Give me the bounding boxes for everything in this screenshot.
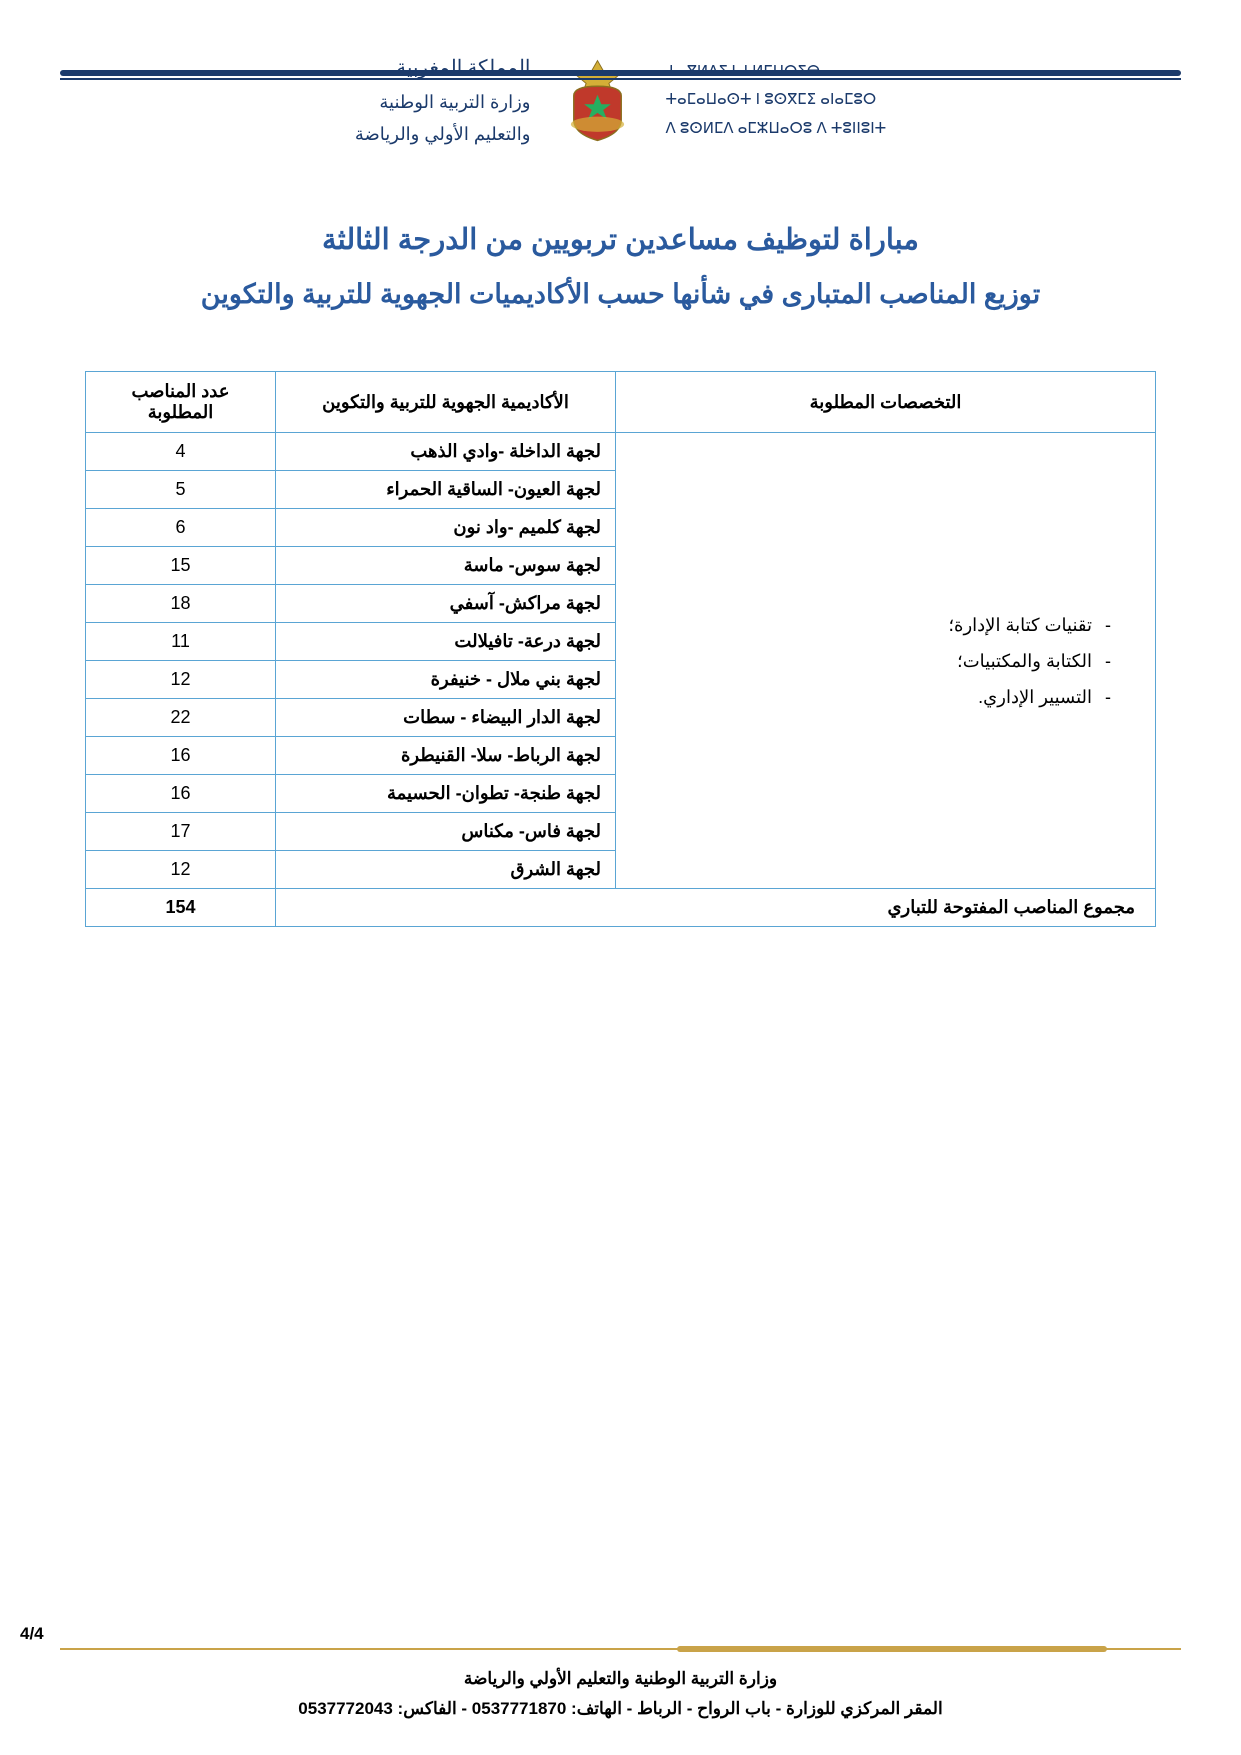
footer-line-1: وزارة التربية الوطنية والتعليم الأولي وا…	[60, 1664, 1181, 1695]
footer-line-2: المقر المركزي للوزارة - باب الرواح - الر…	[60, 1694, 1181, 1725]
page-title: مباراة لتوظيف مساعدين تربويين من الدرجة …	[60, 216, 1181, 265]
spec-item: التسيير الإداري.	[630, 679, 1111, 715]
arabic-line-1: المملكة المغربية	[355, 50, 531, 86]
academy-cell: لجهة درعة- تافيلالت	[276, 623, 616, 661]
spec-item: تقنيات كتابة الإدارة؛	[630, 607, 1111, 643]
academy-cell: لجهة كلميم -واد نون	[276, 509, 616, 547]
tifinagh-line-2: ⵜⴰⵎⴰⵡⴰⵙⵜ ⵏ ⵓⵙⴳⵎⵉ ⴰⵏⴰⵎⵓⵔ	[665, 86, 886, 115]
spec-item: الكتابة والمكتبيات؛	[630, 643, 1111, 679]
academy-cell: لجهة بني ملال - خنيفرة	[276, 661, 616, 699]
academy-cell: لجهة طنجة- تطوان- الحسيمة	[276, 775, 616, 813]
count-cell: 18	[86, 585, 276, 623]
letterhead: ⵜⴰⴳⵍⴷⵉⵜ ⵏ ⵍⵎⵖⵔⵉⴱ ⵜⴰⵎⴰⵡⴰⵙⵜ ⵏ ⵓⵙⴳⵎⵉ ⴰⵏⴰⵎⵓⵔ…	[60, 50, 1181, 151]
col-count: عدد المناصب المطلوبة	[86, 372, 276, 433]
count-cell: 22	[86, 699, 276, 737]
page-footer: 4/4 وزارة التربية الوطنية والتعليم الأول…	[60, 1644, 1181, 1725]
count-cell: 16	[86, 775, 276, 813]
arabic-block: المملكة المغربية وزارة التربية الوطنية و…	[355, 50, 531, 151]
total-row: مجموع المناصب المفتوحة للتباري154	[86, 889, 1156, 927]
morocco-emblem-icon	[550, 53, 645, 148]
arabic-line-2: وزارة التربية الوطنية	[355, 86, 531, 118]
col-academy: الأكاديمية الجهوية للتربية والتكوين	[276, 372, 616, 433]
academy-cell: لجهة مراكش- آسفي	[276, 585, 616, 623]
tifinagh-line-3: ⴷ ⵓⵙⵍⵎⴷ ⴰⵎⵣⵡⴰⵔⵓ ⴷ ⵜⵓⵏⵏⵓⵏⵜ	[665, 115, 886, 144]
count-cell: 6	[86, 509, 276, 547]
page-number: 4/4	[20, 1624, 44, 1644]
academy-cell: لجهة سوس- ماسة	[276, 547, 616, 585]
footer-divider: 4/4	[60, 1644, 1181, 1654]
count-cell: 4	[86, 433, 276, 471]
academy-cell: لجهة الدار البيضاء - سطات	[276, 699, 616, 737]
positions-table-wrap: التخصصات المطلوبة الأكاديمية الجهوية للت…	[85, 371, 1156, 927]
spec-cell: تقنيات كتابة الإدارة؛الكتابة والمكتبيات؛…	[616, 433, 1156, 889]
count-cell: 11	[86, 623, 276, 661]
academy-cell: لجهة الداخلة -وادي الذهب	[276, 433, 616, 471]
count-cell: 12	[86, 851, 276, 889]
total-value-cell: 154	[86, 889, 276, 927]
count-cell: 12	[86, 661, 276, 699]
table-header-row: التخصصات المطلوبة الأكاديمية الجهوية للت…	[86, 372, 1156, 433]
count-cell: 17	[86, 813, 276, 851]
page-subtitle: توزيع المناصب المتبارى في شأنها حسب الأك…	[60, 273, 1181, 316]
table-body: تقنيات كتابة الإدارة؛الكتابة والمكتبيات؛…	[86, 433, 1156, 927]
table-row: تقنيات كتابة الإدارة؛الكتابة والمكتبيات؛…	[86, 433, 1156, 471]
col-spec: التخصصات المطلوبة	[616, 372, 1156, 433]
document-page: ⵜⴰⴳⵍⴷⵉⵜ ⵏ ⵍⵎⵖⵔⵉⴱ ⵜⴰⵎⴰⵡⴰⵙⵜ ⵏ ⵓⵙⴳⵎⵉ ⴰⵏⴰⵎⵓⵔ…	[0, 0, 1241, 1755]
academy-cell: لجهة فاس- مكناس	[276, 813, 616, 851]
arabic-line-3: والتعليم الأولي والرياضة	[355, 118, 531, 150]
academy-cell: لجهة الرباط- سلا- القنيطرة	[276, 737, 616, 775]
academy-cell: لجهة العيون- الساقية الحمراء	[276, 471, 616, 509]
count-cell: 15	[86, 547, 276, 585]
academy-cell: لجهة الشرق	[276, 851, 616, 889]
count-cell: 5	[86, 471, 276, 509]
top-border-line	[60, 70, 1181, 76]
footer-thick-line	[677, 1646, 1107, 1652]
positions-table: التخصصات المطلوبة الأكاديمية الجهوية للت…	[85, 371, 1156, 927]
total-label-cell: مجموع المناصب المفتوحة للتباري	[276, 889, 1156, 927]
count-cell: 16	[86, 737, 276, 775]
